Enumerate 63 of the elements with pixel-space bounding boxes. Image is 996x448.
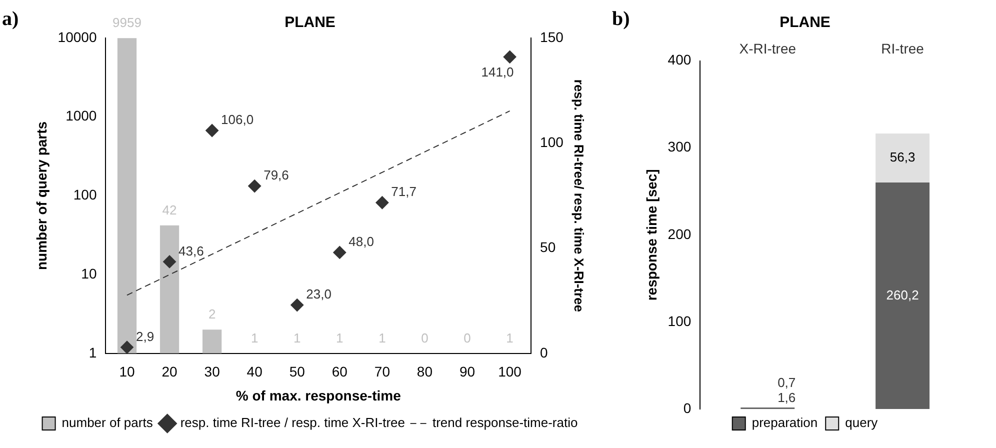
x-tick-label: 100 bbox=[498, 364, 522, 380]
y-tick-label: 1000 bbox=[66, 108, 97, 124]
x-tick-label: 10 bbox=[119, 364, 135, 380]
text: 0 bbox=[421, 330, 428, 346]
bar bbox=[876, 182, 930, 409]
x-axis-title: % of max. response-time bbox=[236, 387, 402, 404]
x-tick-label: X-RI-tree bbox=[739, 40, 796, 56]
x-tick-label: 30 bbox=[204, 364, 220, 380]
data-label: 56,3 bbox=[890, 150, 916, 165]
bar bbox=[876, 133, 930, 182]
data-label: 2 bbox=[208, 306, 216, 322]
data-label: 2,9 bbox=[136, 328, 154, 344]
x-tick-label: 50 bbox=[289, 364, 306, 380]
data-label: 0,7 bbox=[778, 375, 796, 390]
x-tick-label: 90 bbox=[459, 364, 476, 380]
x-tick-label: RI-tree bbox=[881, 40, 924, 56]
legend-label: query bbox=[845, 415, 878, 430]
data-label: 48,0 bbox=[348, 234, 374, 250]
data-label: 43,6 bbox=[178, 243, 204, 258]
y-tick-label: 400 bbox=[668, 52, 692, 68]
x-tick-label: 40 bbox=[246, 364, 263, 380]
y2-tick-label: 50 bbox=[540, 239, 556, 256]
text: 0 bbox=[464, 330, 471, 346]
data-label: 71,7 bbox=[391, 184, 416, 200]
y-tick-label: 100 bbox=[668, 312, 692, 329]
y2-tick-label: 100 bbox=[540, 134, 564, 150]
y-axis-title: number of query parts bbox=[33, 121, 50, 270]
data-label: 79,6 bbox=[264, 168, 289, 183]
data-label: 1 bbox=[506, 330, 514, 346]
data-label: 1,6 bbox=[778, 390, 796, 406]
data-label: 141,0 bbox=[481, 64, 514, 80]
data-label: 106,0 bbox=[221, 112, 254, 128]
y-tick-label: 200 bbox=[668, 226, 692, 242]
y-tick-label: 10 bbox=[81, 265, 97, 282]
y-tick-label: 0 bbox=[683, 400, 692, 416]
x-tick-label: 60 bbox=[332, 364, 348, 380]
data-label: 23,0 bbox=[306, 286, 332, 302]
data-label: 9959 bbox=[112, 15, 142, 30]
y-axis-title: response time [sec] bbox=[643, 169, 660, 301]
data-label: 42 bbox=[162, 202, 177, 218]
y-tick-label: 10000 bbox=[58, 28, 97, 45]
data-label: 1 bbox=[250, 330, 258, 346]
text: b) bbox=[612, 8, 630, 31]
x-tick-label: 80 bbox=[416, 364, 433, 380]
legend-label: resp. time RI-tree / resp. time X-RI-tree bbox=[180, 415, 405, 430]
y-tick-label: 1 bbox=[88, 344, 97, 360]
data-label: 1 bbox=[294, 330, 301, 346]
data-label: 1 bbox=[336, 330, 344, 346]
y2-tick-label: 0 bbox=[540, 344, 548, 360]
legend-label: trend response-time-ratio bbox=[432, 415, 578, 430]
y-tick-label: 300 bbox=[668, 138, 692, 155]
y-tick-label: 100 bbox=[73, 186, 97, 203]
legend-label: number of parts bbox=[62, 415, 154, 430]
chart-title: PLANE bbox=[780, 14, 830, 32]
chart-title: PLANE bbox=[284, 14, 336, 32]
data-label: 260,2 bbox=[886, 287, 919, 302]
x-tick-label: 70 bbox=[374, 364, 390, 380]
text: a) bbox=[2, 8, 19, 31]
y2-tick-label: 150 bbox=[540, 28, 564, 45]
x-tick-label: 20 bbox=[162, 364, 178, 380]
legend-label: preparation bbox=[752, 415, 818, 430]
data-label: 1 bbox=[378, 330, 386, 346]
y2-axis-title: resp. time RI-tree/ resp. time X-RI-tree bbox=[572, 79, 587, 312]
